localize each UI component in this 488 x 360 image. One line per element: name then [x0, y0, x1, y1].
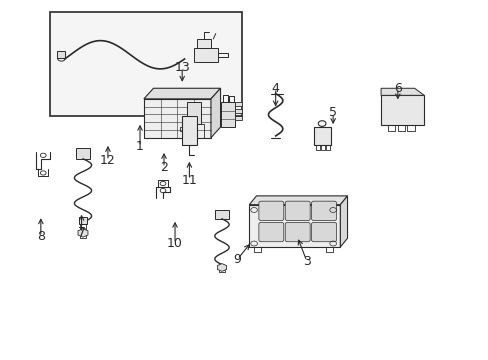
Text: 4: 4 [271, 82, 279, 95]
Text: 6: 6 [393, 82, 401, 95]
Bar [50, 13, 242, 117]
Polygon shape [194, 48, 218, 62]
Polygon shape [182, 117, 196, 145]
Polygon shape [79, 217, 87, 224]
Polygon shape [234, 117, 242, 120]
Polygon shape [143, 99, 210, 138]
Text: 10: 10 [167, 237, 183, 250]
Polygon shape [380, 95, 424, 125]
Polygon shape [313, 127, 330, 145]
Polygon shape [234, 102, 242, 106]
FancyBboxPatch shape [311, 222, 336, 242]
Text: 3: 3 [302, 255, 310, 267]
Polygon shape [57, 51, 64, 58]
Polygon shape [380, 88, 424, 95]
Polygon shape [220, 102, 234, 127]
Text: 2: 2 [160, 161, 167, 174]
Polygon shape [217, 264, 226, 271]
Text: 8: 8 [37, 230, 45, 243]
Polygon shape [340, 196, 347, 247]
Text: 13: 13 [174, 60, 190, 73]
Text: 11: 11 [181, 174, 197, 186]
Polygon shape [249, 205, 340, 247]
FancyBboxPatch shape [258, 222, 283, 242]
Polygon shape [210, 88, 220, 138]
Text: 1: 1 [136, 140, 143, 153]
Polygon shape [186, 102, 201, 123]
FancyBboxPatch shape [258, 201, 283, 221]
Polygon shape [214, 210, 229, 219]
FancyBboxPatch shape [311, 201, 336, 221]
Polygon shape [249, 196, 347, 205]
Text: 12: 12 [100, 154, 116, 167]
Text: 7: 7 [78, 226, 85, 239]
Polygon shape [78, 229, 88, 237]
Polygon shape [143, 88, 220, 99]
Polygon shape [76, 148, 90, 159]
Polygon shape [196, 39, 210, 48]
FancyBboxPatch shape [285, 222, 309, 242]
Text: 9: 9 [233, 253, 241, 266]
Text: 5: 5 [328, 107, 336, 120]
Polygon shape [234, 109, 242, 113]
FancyBboxPatch shape [285, 201, 309, 221]
